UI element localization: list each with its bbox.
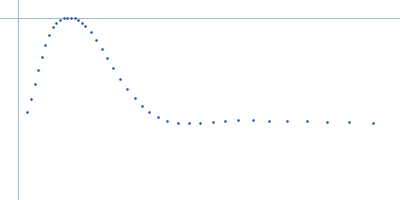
Point [46,33,52,36]
Point [222,119,229,122]
Point [93,38,100,42]
Point [28,98,34,101]
Point [175,121,181,124]
Point [250,119,256,122]
Point [304,120,310,123]
Point [370,121,376,124]
Point [68,16,74,19]
Point [155,116,161,119]
Point [64,16,70,19]
Point [346,120,352,124]
Point [124,87,130,91]
Point [104,56,110,60]
Point [88,31,94,34]
Point [284,119,290,123]
Point [24,111,30,114]
Point [99,47,105,51]
Point [117,77,123,80]
Point [131,96,138,100]
Point [71,17,78,20]
Point [53,21,60,24]
Point [197,121,203,124]
Point [146,111,152,114]
Point [60,17,67,20]
Point [82,24,89,27]
Point [79,21,85,24]
Point [235,119,241,122]
Point [50,25,56,29]
Point [210,120,216,123]
Point [186,121,192,124]
Point [139,104,145,107]
Point [164,119,170,122]
Point [42,44,49,47]
Point [110,66,116,69]
Point [266,119,272,122]
Point [31,82,38,85]
Point [57,18,63,21]
Point [324,120,330,123]
Point [35,68,41,71]
Point [39,55,45,58]
Point [75,18,81,22]
